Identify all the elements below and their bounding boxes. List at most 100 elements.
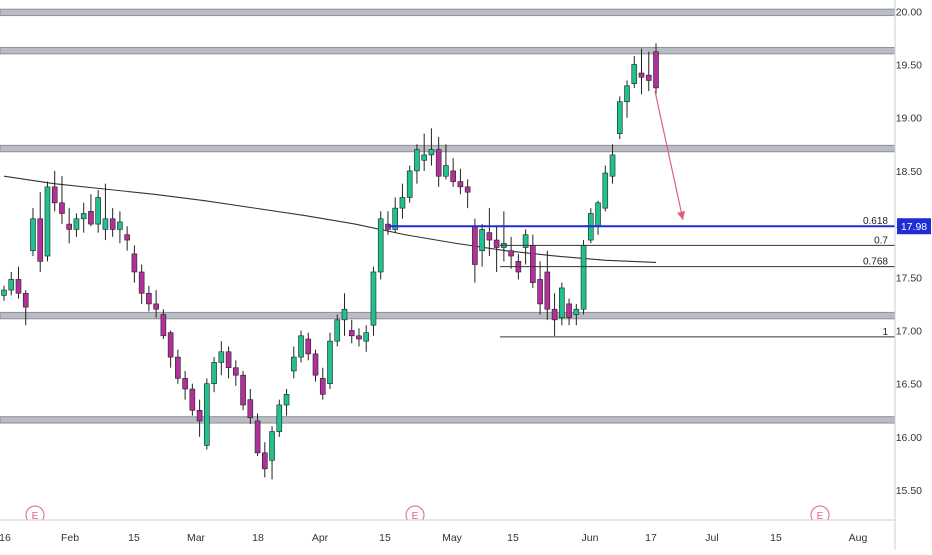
candle-18 — [131, 245, 138, 283]
earnings-label: E — [412, 511, 419, 522]
candle-body — [22, 292, 29, 308]
candle-body — [580, 245, 587, 310]
y-tick-label: 19.00 — [896, 113, 922, 125]
current-price-tag: 17.98 — [897, 218, 931, 235]
candle-16 — [117, 211, 123, 244]
candle-74 — [537, 261, 543, 315]
candle-15 — [109, 208, 116, 237]
candle-body — [175, 356, 181, 379]
x-tick-label: Feb — [61, 532, 79, 544]
candle-body — [80, 213, 87, 220]
price-tag-label: 17.98 — [901, 221, 927, 233]
candle-50 — [363, 325, 370, 352]
candle-body — [15, 279, 22, 294]
candle-48 — [348, 319, 355, 344]
candle-body — [653, 51, 659, 89]
candle-body — [435, 149, 442, 177]
candle-body — [356, 335, 362, 340]
candle-3 — [22, 290, 29, 326]
candle-body — [73, 218, 80, 230]
candle-body — [457, 181, 464, 188]
candle-14 — [102, 183, 109, 241]
candle-body — [414, 149, 420, 172]
candle-4 — [30, 208, 36, 257]
candle-72 — [522, 229, 529, 265]
candle-34 — [247, 389, 254, 425]
candle-42 — [305, 332, 312, 361]
candle-88 — [638, 48, 645, 95]
candle-83 — [602, 165, 609, 212]
candle-84 — [609, 144, 616, 184]
candle-89 — [645, 51, 652, 92]
candle-body — [95, 197, 101, 225]
candle-40 — [290, 346, 297, 379]
candle-body — [109, 218, 116, 230]
fib-level-label: 0.768 — [863, 257, 888, 268]
candle-body — [464, 186, 471, 193]
candle-37 — [269, 426, 275, 480]
candle-86 — [624, 80, 630, 118]
price-tag-box — [897, 218, 931, 235]
candle-39 — [283, 389, 290, 416]
candle-body — [392, 207, 399, 230]
zone-3 — [0, 311, 896, 320]
candle-85 — [616, 96, 623, 139]
candle-80 — [580, 240, 587, 315]
candle-body — [312, 353, 319, 376]
candle-body — [602, 172, 609, 209]
candle-body — [341, 308, 348, 321]
x-tick-label: May — [442, 532, 463, 544]
candle-32 — [233, 360, 239, 386]
candles — [1, 43, 659, 480]
candle-76 — [551, 293, 558, 336]
candle-body — [537, 279, 543, 305]
candle-20 — [146, 285, 152, 312]
candle-body — [160, 314, 167, 337]
candle-44 — [319, 367, 326, 400]
fib-level-label: 1 — [882, 327, 888, 338]
candle-body — [290, 356, 297, 372]
candle-body — [508, 250, 514, 257]
candle-23 — [167, 330, 174, 368]
candle-19 — [138, 264, 145, 304]
candle-65 — [472, 218, 478, 283]
x-tick-label: 15 — [128, 532, 140, 544]
candle-68 — [493, 226, 500, 272]
candle-21 — [153, 290, 159, 318]
projection-arrow[interactable] — [654, 90, 685, 220]
candle-body — [276, 404, 283, 432]
candle-body — [298, 335, 304, 358]
candle-56 — [406, 165, 413, 203]
fib-level-label: 0.7 — [874, 235, 888, 246]
candle-41 — [298, 330, 304, 363]
x-tick-label: Jun — [582, 532, 599, 544]
candle-35 — [254, 413, 261, 457]
moving-average-line — [3, 175, 657, 263]
candle-49 — [356, 328, 362, 347]
candle-body — [146, 292, 152, 305]
candle-6 — [44, 181, 51, 262]
candle-55 — [399, 183, 406, 219]
candle-69 — [501, 211, 507, 262]
candle-body — [406, 170, 413, 198]
fib-retracement[interactable]: 0.618 0.7 0.768 1 — [388, 216, 895, 338]
x-tick-label: 17 — [645, 532, 657, 544]
candle-body — [211, 362, 217, 385]
candle-body — [182, 378, 188, 390]
candle-25 — [182, 370, 188, 400]
candle-9 — [66, 208, 72, 244]
candle-46 — [334, 314, 341, 347]
candle-body — [66, 223, 72, 230]
candle-51 — [370, 266, 377, 336]
candle-body — [631, 64, 638, 84]
candle-body — [377, 218, 384, 273]
candle-body — [479, 229, 485, 251]
candle-body — [334, 319, 341, 342]
candle-body — [37, 218, 44, 262]
candle-77 — [559, 282, 565, 326]
candle-10 — [73, 213, 80, 237]
y-tick-label: 18.50 — [896, 166, 922, 178]
